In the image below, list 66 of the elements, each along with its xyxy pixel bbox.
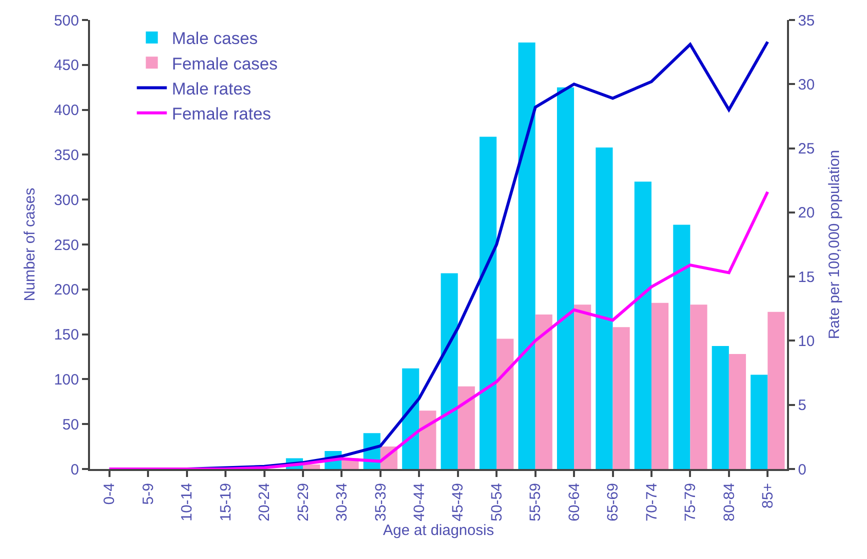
y-tick-label: 250 xyxy=(54,236,79,254)
y-tick-label: 350 xyxy=(54,146,79,164)
y2-tick-label: 35 xyxy=(798,12,815,30)
x-tick-label: 75-79 xyxy=(682,483,700,522)
x-tick-label: 55-59 xyxy=(527,483,544,522)
bar xyxy=(574,304,592,469)
x-tick-label: 25-29 xyxy=(294,483,312,522)
x-axis-title: Age at diagnosis xyxy=(383,522,494,539)
y2-tick-label: 25 xyxy=(798,140,815,158)
x-tick-label: 10-14 xyxy=(178,483,196,522)
x-tick-label: 40-44 xyxy=(411,483,428,522)
y-tick-label: 150 xyxy=(54,326,79,344)
x-tick-label: 30-34 xyxy=(334,483,351,522)
y2-axis-title: Rate per 100,000 population xyxy=(826,150,844,340)
y-axis-title: Number of cases xyxy=(22,188,39,302)
x-tick-label: 80-84 xyxy=(720,483,738,522)
y2-tick-label: 30 xyxy=(798,76,815,94)
line-series xyxy=(108,190,770,469)
legend-label: Male cases xyxy=(172,29,258,48)
bar xyxy=(712,346,729,469)
x-tick-label: 45-49 xyxy=(450,483,467,522)
bar xyxy=(535,314,552,469)
y-tick-label: 300 xyxy=(54,192,79,209)
bar xyxy=(440,273,458,469)
x-tick-label: 85+ xyxy=(760,482,777,508)
bar xyxy=(651,302,669,469)
bar xyxy=(458,386,475,469)
bar xyxy=(518,42,536,469)
bar xyxy=(496,338,514,469)
bar xyxy=(634,182,652,469)
y2-tick-label: 20 xyxy=(798,204,815,222)
x-tick-label: 70-74 xyxy=(643,483,660,522)
y-tick-label: 500 xyxy=(54,12,79,30)
y-tick-label: 200 xyxy=(54,282,79,299)
bar xyxy=(750,374,768,469)
legend-label: Female rates xyxy=(172,104,272,124)
x-tick-label: 20-24 xyxy=(256,483,274,522)
y2-tick-label: 15 xyxy=(798,268,815,286)
x-tick-label: 60-64 xyxy=(566,483,583,522)
y-tick-label: 450 xyxy=(54,57,79,74)
bar xyxy=(402,368,420,469)
bar xyxy=(302,464,320,469)
y2-tick-label: 5 xyxy=(798,397,806,414)
bar xyxy=(673,224,690,469)
y-tick-label: 100 xyxy=(54,371,79,388)
bar xyxy=(768,312,785,469)
bar xyxy=(596,148,613,469)
legend-label: Male rates xyxy=(172,79,252,98)
x-tick-label: 35-39 xyxy=(372,483,390,522)
y-tick-label: 50 xyxy=(62,416,79,434)
bar xyxy=(480,136,497,469)
bar xyxy=(556,87,574,469)
y-tick-label: 400 xyxy=(54,102,79,120)
bar xyxy=(728,354,746,469)
bar xyxy=(690,304,708,469)
x-tick-label: 50-54 xyxy=(488,483,506,522)
legend-label: Female cases xyxy=(172,54,278,74)
bar xyxy=(419,410,436,469)
y-tick-label: 0 xyxy=(70,461,79,478)
y2-tick-label: 10 xyxy=(798,332,815,350)
x-tick-label: 15-19 xyxy=(217,483,234,522)
bar xyxy=(612,327,630,469)
x-tick-label: 0-4 xyxy=(101,483,118,505)
x-tick-label: 65-69 xyxy=(604,483,622,522)
y2-tick-label: 0 xyxy=(798,461,806,478)
x-tick-label: 5-9 xyxy=(140,483,157,505)
